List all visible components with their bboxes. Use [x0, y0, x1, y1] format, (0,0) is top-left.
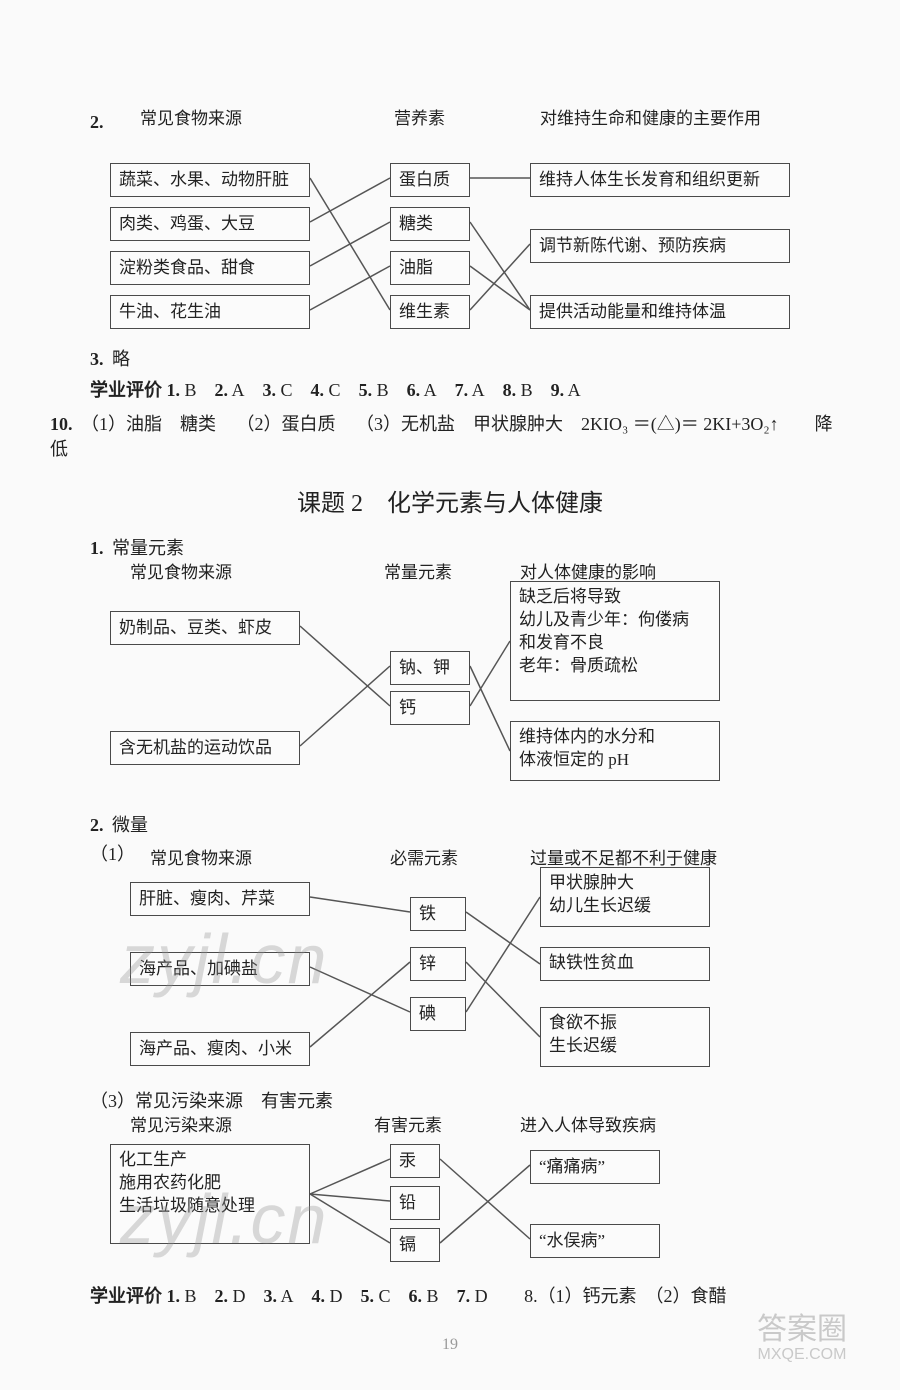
eval1-label: 学业评价: [90, 380, 162, 400]
answer-item: 4. D: [312, 1286, 343, 1306]
answer-item: 1. B: [167, 1286, 197, 1306]
s2q3-diagram: 常见污染来源 有害元素 进入人体导致疾病化工生产施用农药化肥生活垃圾随意处理 汞铅镉 “…: [110, 1114, 790, 1274]
q3-number: 3.: [90, 349, 104, 369]
answer-item: 4. C: [311, 380, 341, 400]
q10: 10. （1）油脂 糖类 （2）蛋白质 （3）无机盐 甲状腺肿大 2KIO₃ ＝…: [50, 412, 850, 462]
diagram-box: 钙: [390, 691, 470, 725]
diagram-header: 常见污染来源: [130, 1114, 232, 1138]
s2q1-num: 1.: [90, 538, 104, 558]
s2q2-diagram: 常见食物来源必需元素过量或不足都不利于健康肝脏、瘦肉、芹菜海产品、加碘盐海产品、…: [110, 847, 830, 1077]
page: 2. 常见食物来源营养素对维持生命和健康的主要作用蔬菜、水果、动物肝脏肉类、鸡蛋…: [0, 0, 900, 1390]
answer-item: 3. A: [264, 1286, 294, 1306]
diagram-header: 必需元素: [390, 847, 458, 871]
s2q1-head: 1. 常量元素: [90, 536, 850, 561]
answer-item: 5. B: [359, 380, 389, 400]
eval2-label: 学业评价: [90, 1286, 162, 1306]
diagram-box: 含无机盐的运动饮品: [110, 731, 300, 765]
diagram-box: 蛋白质: [390, 163, 470, 197]
diagram-box: 海产品、瘦肉、小米: [130, 1032, 310, 1066]
diagram-header: 进入人体导致疾病: [520, 1114, 656, 1138]
diagram-box: 甲状腺肿大幼儿生长迟缓: [540, 867, 710, 927]
diagram-box: 锌: [410, 947, 466, 981]
q3-text: 略: [112, 349, 130, 369]
s2q1-diagram: 常见食物来源常量元素对人体健康的影响奶制品、豆类、虾皮含无机盐的运动饮品钠、钾钙…: [110, 561, 830, 801]
diagram-box: 维持体内的水分和体液恒定的 pH: [510, 721, 720, 781]
answer-item: 7. A: [455, 380, 485, 400]
q2-number: 2.: [90, 112, 104, 132]
diagram-header: 常见食物来源: [150, 847, 252, 871]
diagram-box: 油脂: [390, 251, 470, 285]
s2q1-title: 常量元素: [112, 538, 184, 558]
diagram-header: 常量元素: [384, 561, 452, 585]
answer-item: 7. D: [457, 1286, 488, 1306]
diagram-box: 缺铁性贫血: [540, 947, 710, 981]
q10-p1: （1）油脂 糖类: [81, 414, 216, 434]
q3-row: 3. 略: [90, 347, 850, 372]
diagram-box: 肉类、鸡蛋、大豆: [110, 207, 310, 241]
diagram-box: 钠、钾: [390, 651, 470, 685]
eval2: 学业评价 1. B 2. D 3. A 4. D 5. C 6. B 7. D 8.（1）钙…: [90, 1284, 850, 1309]
eval1: 学业评价 1. B 2. A 3. C 4. C 5. B 6. A 7. A 8. B 9. …: [90, 378, 850, 403]
answer-item: 3. C: [263, 380, 293, 400]
diagram-box: 海产品、加碘盐: [130, 952, 310, 986]
answer-item: 6. B: [409, 1286, 439, 1306]
diagram-box: 汞: [390, 1144, 440, 1178]
diagram-header: 营养素: [394, 107, 445, 131]
diagram-box: 奶制品、豆类、虾皮: [110, 611, 300, 645]
diagram-box: 维生素: [390, 295, 470, 329]
answer-item: 6. A: [407, 380, 437, 400]
s2q2-title: 微量: [112, 815, 148, 835]
section2-title: 课题 2 化学元素与人体健康: [50, 488, 850, 522]
diagram-box: 糖类: [390, 207, 470, 241]
diagram-box: “痛痛病”: [530, 1150, 660, 1184]
diagram-box: 食欲不振生长迟缓: [540, 1007, 710, 1067]
diagram-box: 镉: [390, 1228, 440, 1262]
answer-item: 5. C: [361, 1286, 391, 1306]
s2q2-num: 2.: [90, 815, 104, 835]
answer-item: 8. B: [503, 380, 533, 400]
answer-item: 1. B: [167, 380, 197, 400]
diagram-box: 提供活动能量和维持体温: [530, 295, 790, 329]
diagram-box: 维持人体生长发育和组织更新: [530, 163, 790, 197]
s2q1-lines: [110, 561, 830, 801]
q10-number: 10.: [50, 414, 73, 434]
diagram-box: “水俣病”: [530, 1224, 660, 1258]
diagram-box: 缺乏后将导致幼儿及青少年：佝偻病和发育不良老年：骨质疏松: [510, 581, 720, 701]
answer-item: 9. A: [551, 380, 581, 400]
diagram-box: 化工生产施用农药化肥生活垃圾随意处理: [110, 1144, 310, 1244]
diagram-header: 对维持生命和健康的主要作用: [540, 107, 761, 131]
diagram-box: 铁: [410, 897, 466, 931]
diagram-box: 淀粉类食品、甜食: [110, 251, 310, 285]
diagram-box: 调节新陈代谢、预防疾病: [530, 229, 790, 263]
s2q2-head: 2. 微量: [90, 813, 850, 838]
answer-item: 2. A: [215, 380, 245, 400]
diagram-box: 肝脏、瘦肉、芹菜: [130, 882, 310, 916]
eval2-q8: 8.（1）钙元素 （2）食醋: [524, 1286, 727, 1306]
s2q3-label: （3）常见污染来源 有害元素: [90, 1089, 850, 1114]
q2-diagram: 常见食物来源营养素对维持生命和健康的主要作用蔬菜、水果、动物肝脏肉类、鸡蛋、大豆…: [110, 135, 870, 335]
diagram-header: 常见食物来源: [140, 107, 242, 131]
diagram-header: 常见食物来源: [130, 561, 232, 585]
q10-p2: （2）蛋白质: [237, 414, 336, 434]
diagram-box: 铅: [390, 1186, 440, 1220]
diagram-box: 碘: [410, 997, 466, 1031]
diagram-header: 有害元素: [374, 1114, 442, 1138]
page-number: 19: [0, 1334, 900, 1356]
diagram-box: 牛油、花生油: [110, 295, 310, 329]
answer-item: 2. D: [215, 1286, 246, 1306]
diagram-box: 蔬菜、水果、动物肝脏: [110, 163, 310, 197]
